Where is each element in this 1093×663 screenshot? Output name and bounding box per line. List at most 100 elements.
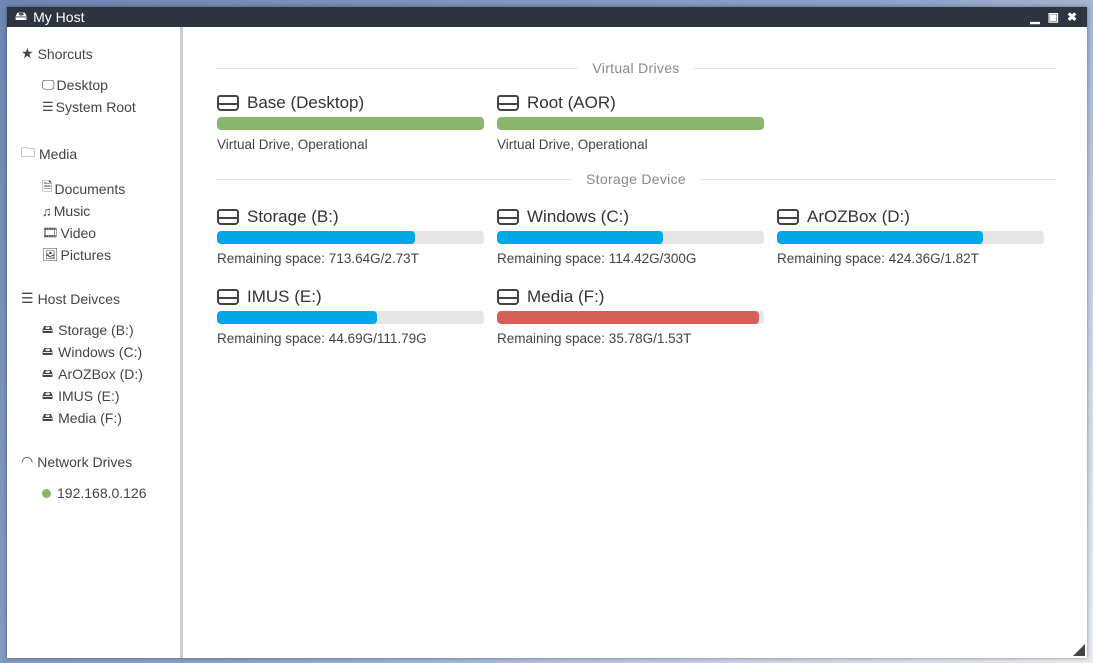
drive-card[interactable]: Storage (B:) Remaining space: 713.64G/2.…: [217, 207, 484, 266]
hdd-icon: 🖴: [42, 345, 54, 358]
storage-device-heading: Storage Device: [572, 171, 700, 187]
close-button[interactable]: ✖: [1066, 10, 1077, 24]
hdd-icon: 🖴: [42, 323, 54, 336]
sidebar-item[interactable]: ☰ System Root: [42, 96, 180, 118]
server-icon: ☰: [21, 290, 34, 306]
sidebar-item[interactable]: 🖵 Desktop: [42, 74, 180, 96]
sidebar-group-shortcuts: ★ Shorcuts: [21, 45, 180, 62]
title-bar[interactable]: 🖴 My Host ▁ ▣ ✖: [7, 7, 1087, 27]
hdd-icon: [217, 95, 239, 111]
drive-name: Media (F:): [527, 287, 605, 306]
drive-status: Virtual Drive, Operational: [497, 137, 648, 152]
image-icon: 🖼: [42, 247, 59, 262]
drive-card[interactable]: Root (AOR) Virtual Drive, Operational: [497, 93, 764, 152]
sidebar-item-label: Media (F:): [58, 410, 122, 426]
sidebar-item-label: Video: [60, 225, 97, 241]
music-icon: ♫: [42, 203, 52, 219]
sidebar-item-label: Windows (C:): [58, 344, 143, 360]
hdd-icon: [497, 289, 519, 305]
drive-name: Windows (C:): [527, 207, 630, 226]
star-icon: ★: [21, 45, 34, 61]
usage-bar-fill: [217, 117, 484, 130]
usage-bar: [217, 231, 484, 244]
film-icon: 🎞: [42, 225, 59, 240]
hdd-icon: 🖴: [15, 8, 28, 23]
virtual-drives-heading: Virtual Drives: [578, 60, 694, 76]
drive-name: Base (Desktop): [247, 93, 365, 112]
sidebar-item[interactable]: 🗎 Documents: [42, 178, 180, 200]
my-host-window: 🖴 My Host ▁ ▣ ✖ ★ Shorcuts 🖵 Desktop ☰ System…: [7, 7, 1087, 658]
usage-bar: [217, 117, 484, 130]
sidebar-item-label: IMUS (E:): [58, 388, 120, 404]
hdd-icon: [497, 95, 519, 111]
drive-card[interactable]: Windows (C:) Remaining space: 114.42G/30…: [497, 207, 764, 266]
desktop-icon: 🖵: [42, 77, 55, 92]
virtual-drives-divider: Virtual Drives: [216, 60, 1056, 76]
sidebar-group-network: ◠ Network Drives: [21, 453, 180, 470]
sidebar-item-label: Music: [53, 203, 91, 219]
drive-name: ArOZBox (D:): [807, 207, 910, 226]
drive-card[interactable]: Base (Desktop) Virtual Drive, Operationa…: [217, 93, 484, 152]
hdd-icon: 🖴: [42, 367, 54, 380]
hdd-icon: 🖴: [42, 411, 54, 424]
minimize-button[interactable]: ▁: [1030, 10, 1040, 24]
drive-name: Root (AOR): [527, 93, 616, 112]
sidebar-item-label: 192.168.0.126: [57, 485, 147, 501]
usage-bar-fill: [777, 231, 983, 244]
usage-bar: [777, 231, 1044, 244]
status-dot-icon: [42, 488, 51, 498]
drive-status: Virtual Drive, Operational: [217, 137, 368, 152]
wifi-icon: ◠: [21, 453, 34, 469]
usage-bar: [497, 231, 764, 244]
sidebar: ★ Shorcuts 🖵 Desktop ☰ System Root 🗀 Media 🗎 Docu…: [7, 27, 183, 658]
drive-card[interactable]: ArOZBox (D:) Remaining space: 424.36G/1.…: [777, 207, 1044, 266]
hdd-icon: [777, 209, 799, 225]
sidebar-group-host: ☰ Host Deivces: [21, 290, 180, 307]
usage-bar-fill: [497, 117, 764, 130]
group-label: Media: [39, 146, 78, 162]
sidebar-item-label: Desktop: [56, 77, 108, 93]
sidebar-item[interactable]: 🖴 Media (F:): [42, 407, 180, 429]
hdd-icon: [217, 289, 239, 305]
drive-card[interactable]: IMUS (E:) Remaining space: 44.69G/111.79…: [217, 287, 484, 346]
drive-card[interactable]: Media (F:) Remaining space: 35.78G/1.53T: [497, 287, 764, 346]
drive-status: Remaining space: 44.69G/111.79G: [217, 331, 427, 346]
usage-bar-fill: [217, 311, 378, 324]
sidebar-item[interactable]: 🖴 IMUS (E:): [42, 385, 180, 407]
hdd-icon: [497, 209, 519, 225]
usage-bar: [497, 117, 764, 130]
main-panel: Virtual Drives Storage Device Base (Desk…: [186, 27, 1087, 658]
sidebar-item-label: ArOZBox (D:): [58, 366, 143, 382]
sidebar-item[interactable]: 🖼 Pictures: [42, 244, 180, 266]
sidebar-item-label: Storage (B:): [58, 322, 134, 338]
server-icon: ☰: [42, 99, 54, 114]
sidebar-item[interactable]: 🖴 Windows (C:): [42, 341, 180, 363]
drive-name: Storage (B:): [247, 207, 339, 226]
sidebar-item-label: Documents: [54, 181, 126, 197]
resize-handle[interactable]: [1073, 644, 1085, 656]
maximize-button[interactable]: ▣: [1047, 10, 1059, 24]
sidebar-item[interactable]: 192.168.0.126: [42, 482, 180, 504]
hdd-icon: 🖴: [42, 389, 54, 402]
sidebar-item[interactable]: 🖴 ArOZBox (D:): [42, 363, 180, 385]
drive-status: Remaining space: 713.64G/2.73T: [217, 251, 419, 266]
storage-device-divider: Storage Device: [216, 171, 1056, 187]
drive-status: Remaining space: 35.78G/1.53T: [497, 331, 692, 346]
group-label: Host Deivces: [37, 290, 121, 307]
usage-bar: [217, 311, 484, 324]
hdd-icon: [217, 209, 239, 225]
usage-bar-fill: [217, 231, 415, 244]
sidebar-item[interactable]: 🎞 Video: [42, 222, 180, 244]
drive-status: Remaining space: 114.42G/300G: [497, 251, 697, 266]
window-title: My Host: [33, 9, 85, 25]
sidebar-item-label: Pictures: [60, 247, 112, 263]
usage-bar: [497, 311, 764, 324]
group-label: Network Drives: [37, 453, 133, 470]
sidebar-item[interactable]: ♫ Music: [42, 200, 180, 222]
sidebar-item-label: System Root: [55, 99, 136, 115]
group-label: Shorcuts: [37, 45, 93, 62]
file-icon: 🗎: [42, 179, 53, 194]
folder-icon: 🗀: [21, 144, 35, 160]
sidebar-item[interactable]: 🖴 Storage (B:): [42, 319, 180, 341]
usage-bar-fill: [497, 311, 759, 324]
